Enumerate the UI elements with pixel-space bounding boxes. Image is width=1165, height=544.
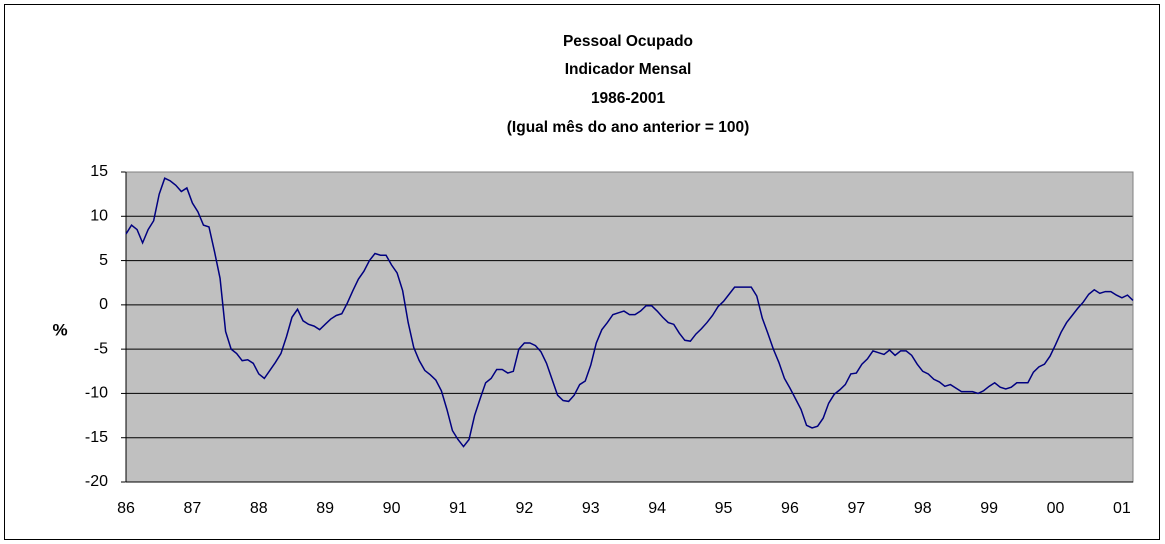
- y-tick-label: 5: [99, 252, 108, 269]
- y-tick-label: -15: [85, 429, 108, 446]
- x-tick-label: 88: [250, 500, 268, 517]
- x-tick-label: 96: [781, 500, 799, 517]
- x-tick-label: 90: [383, 500, 401, 517]
- x-tick-label: 92: [515, 500, 533, 517]
- plot-area: [126, 172, 1133, 482]
- y-tick-label: 10: [90, 208, 108, 225]
- x-tick-label: 94: [648, 500, 666, 517]
- x-tick-label: 98: [914, 500, 932, 517]
- x-tick-label: 00: [1047, 500, 1065, 517]
- x-tick-label: 95: [715, 500, 733, 517]
- y-tick-label: -20: [85, 473, 108, 490]
- x-tick-label: 89: [316, 500, 334, 517]
- x-tick-label: 91: [449, 500, 467, 517]
- x-tick-label: 99: [980, 500, 998, 517]
- chart-title: Pessoal Ocupado: [563, 33, 693, 50]
- x-tick-label: 97: [847, 500, 865, 517]
- y-tick-label: 0: [99, 296, 108, 313]
- y-tick-label: 15: [90, 163, 108, 180]
- x-tick-label: 86: [117, 500, 135, 517]
- chart-title: (Igual mês do ano anterior = 100): [507, 119, 749, 136]
- y-tick-label: -10: [85, 385, 108, 402]
- x-tick-label: 93: [582, 500, 600, 517]
- y-tick-label: -5: [94, 340, 108, 357]
- line-series: [125, 177, 1134, 448]
- chart-title: 1986-2001: [591, 90, 666, 107]
- chart-title: Indicador Mensal: [565, 61, 692, 78]
- x-tick-label: 01: [1113, 500, 1131, 517]
- x-tick-label: 87: [183, 500, 201, 517]
- y-axis-label: %: [52, 320, 67, 339]
